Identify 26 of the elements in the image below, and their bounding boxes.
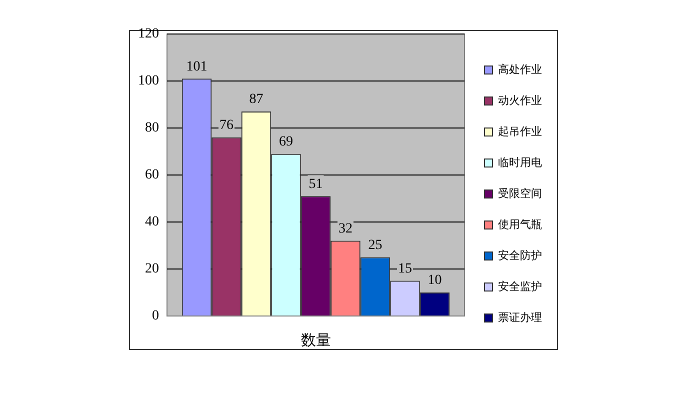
y-tick-label: 80: [145, 120, 159, 136]
y-tick-label: 120: [138, 26, 159, 42]
legend-label: 动火作业: [498, 94, 542, 107]
legend-label: 票证办理: [498, 310, 542, 324]
y-tick-label: 0: [152, 308, 159, 324]
data-label: 25: [368, 238, 382, 253]
data-label: 69: [279, 134, 293, 150]
data-label: 51: [308, 176, 323, 192]
data-label: 76: [220, 118, 234, 134]
y-tick-label: 40: [145, 214, 159, 230]
y-tick-label: 60: [145, 168, 159, 183]
y-tick-label: 100: [138, 74, 159, 89]
legend-label: 高处作业: [498, 62, 542, 76]
data-label: 101: [186, 59, 208, 74]
legend-label: 受限空间: [498, 186, 542, 200]
data-label: 10: [428, 273, 442, 288]
data-label: 87: [249, 92, 264, 108]
data-label: 15: [398, 261, 412, 276]
data-label: 32: [338, 221, 352, 236]
legend-label: 使用气瓶: [498, 218, 542, 231]
legend-label: 安全监护: [498, 280, 542, 293]
legend-label: 安全防护: [498, 248, 542, 262]
y-tick-label: 20: [145, 262, 159, 277]
legend-label: 起吊作业: [498, 124, 542, 138]
legend-label: 临时用电: [498, 156, 542, 169]
x-axis-title: 数量: [300, 330, 331, 349]
